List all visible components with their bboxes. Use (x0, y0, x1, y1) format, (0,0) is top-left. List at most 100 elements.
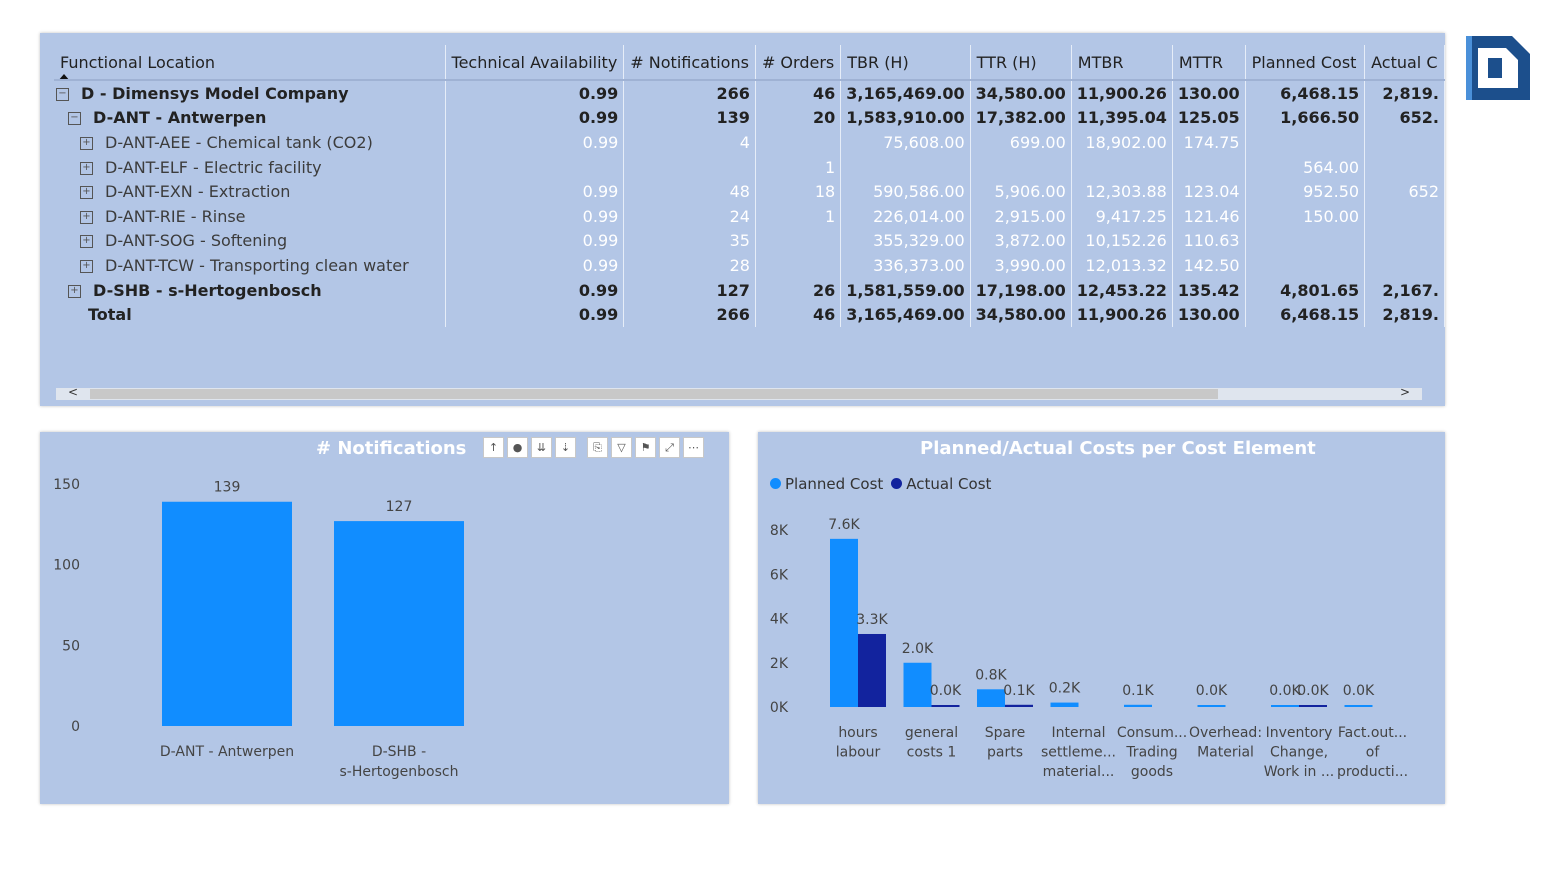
value-cell: 0.99 (445, 277, 625, 303)
value-cell: 34,580.00 (970, 302, 1072, 327)
expand-icon[interactable]: + (80, 136, 93, 150)
data-label: 0.8K (975, 667, 1007, 683)
table-row[interactable]: − D-ANT - Antwerpen 0.99 139 20 1,583,910.00 1… (54, 105, 1445, 131)
value-cell: 11,900.26 (1071, 80, 1173, 106)
chart-title: Planned/Actual Costs per Cost Element (920, 438, 1316, 459)
y-tick-label: 8K (770, 523, 789, 539)
more-options-icon[interactable]: ⋯ (683, 437, 704, 458)
value-cell: 3,990.00 (970, 253, 1072, 278)
sort-ascending-icon[interactable] (58, 74, 70, 78)
data-label: 0.0K (1196, 683, 1228, 699)
table-row[interactable]: + D-ANT-TCW - Transporting clean water 0.9… (54, 253, 1445, 278)
column-header[interactable]: TTR (H) (970, 45, 1072, 81)
data-label: 0.1K (1122, 683, 1154, 699)
row-label: D-ANT-AEE - Chemical tank (CO2) (105, 132, 373, 152)
value-cell: 952.50 (1245, 179, 1366, 204)
expand-icon[interactable]: + (80, 259, 93, 273)
column-header[interactable]: TBR (H) (840, 45, 971, 81)
drill-down-icon[interactable]: ● (507, 437, 528, 458)
matrix-table: Functional Location Technical Availabilit… (54, 45, 1445, 327)
company-logo (1466, 36, 1530, 100)
expand-icon[interactable]: + (80, 186, 93, 200)
column-header[interactable]: # Notifications (623, 45, 756, 81)
column-header[interactable]: MTBR (1071, 45, 1173, 81)
table-row[interactable]: + D-ANT-EXN - Extraction 0.99 48 18 590,586.0… (54, 179, 1445, 204)
scroll-right-icon[interactable]: > (1399, 385, 1410, 399)
x-tick-label: Fact.out... (1338, 725, 1407, 741)
table-row[interactable]: + D-ANT-RIE - Rinse 0.99 24 1 226,014.00 2,915… (54, 203, 1445, 229)
copy-icon[interactable]: ⎘ (587, 437, 608, 458)
cost-chart-panel[interactable]: Planned/Actual Costs per Cost Element Pl… (758, 432, 1445, 804)
value-cell: 4,801.65 (1245, 277, 1366, 303)
x-tick-label: Internal (1052, 725, 1106, 741)
column-header[interactable]: # Orders (755, 45, 842, 81)
value-cell (755, 253, 842, 278)
value-cell: 0.99 (445, 228, 625, 254)
value-cell: 0.99 (445, 179, 625, 204)
x-tick-label: D-SHB - (372, 744, 426, 760)
value-cell: 127 (623, 277, 756, 303)
value-cell: 6,468.15 (1245, 302, 1366, 327)
expand-all-icon[interactable]: ⇊ (531, 437, 552, 458)
data-label: 0.0K (1297, 683, 1329, 699)
value-cell: 46 (755, 80, 842, 106)
collapse-icon[interactable]: − (56, 87, 69, 101)
horizontal-scrollbar[interactable]: < > (56, 385, 1422, 400)
y-tick-label: 100 (53, 558, 80, 574)
scroll-left-icon[interactable]: < (68, 385, 79, 399)
table-row[interactable]: − D - Dimensys Model Company 0.99 266 46 3,16… (54, 80, 1445, 106)
row-label-cell: Total (54, 302, 446, 327)
table-row[interactable]: + D-SHB - s-Hertogenbosch 0.99 127 26 1,581,5… (54, 277, 1445, 303)
table-row[interactable]: + D-ANT-AEE - Chemical tank (CO2) 0.99 4 75,… (54, 130, 1445, 155)
table-row[interactable]: Total 0.99 266 46 3,165,469.00 34,580.00 11,90… (54, 302, 1445, 327)
column-header[interactable]: Technical Availability (445, 45, 625, 81)
actual-bar (931, 705, 960, 707)
table-row[interactable]: + D-ANT-SOG - Softening 0.99 35 355,329.00 3,… (54, 228, 1445, 254)
legend-item-planned[interactable]: Planned Cost (770, 475, 883, 493)
x-tick-label: settleme... (1041, 745, 1116, 761)
column-header[interactable]: Functional Location (54, 45, 446, 81)
notifications-chart-panel[interactable]: # Notifications ↑ ● ⇊ ⇣ ⎘ ▽ ⚑ ⤢ ⋯ 0 50 100 150 139 D-… (40, 432, 729, 804)
matrix-visual: Functional Location Technical Availabilit… (40, 33, 1445, 406)
column-header[interactable]: MTTR (1172, 45, 1246, 81)
planned-bar (1124, 704, 1152, 707)
collapse-icon[interactable]: − (68, 112, 81, 126)
planned-bar (977, 689, 1005, 707)
value-cell: 3,872.00 (970, 228, 1072, 254)
row-label: D-ANT-EXN - Extraction (105, 182, 291, 202)
value-cell: 18 (755, 179, 842, 204)
column-header[interactable]: Actual C (1364, 45, 1445, 81)
x-tick-label: producti... (1337, 764, 1408, 780)
x-tick-label: goods (1131, 764, 1173, 780)
value-cell: 1 (755, 154, 842, 180)
expand-icon[interactable]: + (80, 161, 93, 175)
value-cell: 150.00 (1245, 203, 1366, 229)
row-label-cell: + D-ANT-EXN - Extraction (54, 179, 446, 204)
value-cell (1364, 228, 1445, 254)
expand-next-icon[interactable]: ⇣ (555, 437, 576, 458)
expand-icon[interactable]: + (80, 210, 93, 224)
value-cell: 2,167. (1364, 277, 1445, 303)
value-cell: 18,902.00 (1071, 130, 1173, 155)
legend-item-actual[interactable]: Actual Cost (891, 475, 991, 493)
column-header[interactable]: Planned Cost (1245, 45, 1366, 81)
value-cell: 130.00 (1172, 302, 1246, 327)
pin-icon[interactable]: ⚑ (635, 437, 656, 458)
drill-up-icon[interactable]: ↑ (483, 437, 504, 458)
focus-mode-icon[interactable]: ⤢ (659, 437, 680, 458)
value-cell: 135.42 (1172, 277, 1246, 303)
row-label-cell: − D - Dimensys Model Company (54, 80, 446, 106)
table-row[interactable]: + D-ANT-ELF - Electric facility 1 564.00 (54, 154, 1445, 180)
planned-bar (1344, 705, 1373, 707)
expand-icon[interactable]: + (68, 284, 81, 298)
row-label: D-ANT-SOG - Softening (105, 231, 288, 251)
filter-icon[interactable]: ▽ (611, 437, 632, 458)
value-cell: 130.00 (1172, 80, 1246, 106)
data-label: 7.6K (828, 517, 860, 533)
row-label: D-SHB - s-Hertogenbosch (93, 280, 322, 300)
scrollbar-thumb[interactable] (90, 389, 1218, 399)
x-tick-label: general (905, 725, 958, 741)
value-cell (1172, 154, 1246, 180)
value-cell: 20 (755, 105, 842, 131)
expand-icon[interactable]: + (80, 235, 93, 249)
